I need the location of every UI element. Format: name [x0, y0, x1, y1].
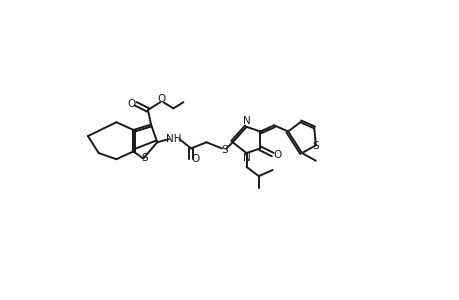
Text: O: O: [157, 94, 166, 104]
Text: N: N: [242, 153, 250, 163]
Text: O: O: [273, 150, 281, 160]
Text: O: O: [127, 99, 135, 109]
Text: S: S: [221, 145, 228, 155]
Text: N: N: [242, 116, 250, 127]
Text: O: O: [191, 154, 199, 164]
Text: S: S: [141, 153, 148, 164]
Text: S: S: [312, 141, 319, 151]
Text: NH: NH: [165, 134, 181, 144]
